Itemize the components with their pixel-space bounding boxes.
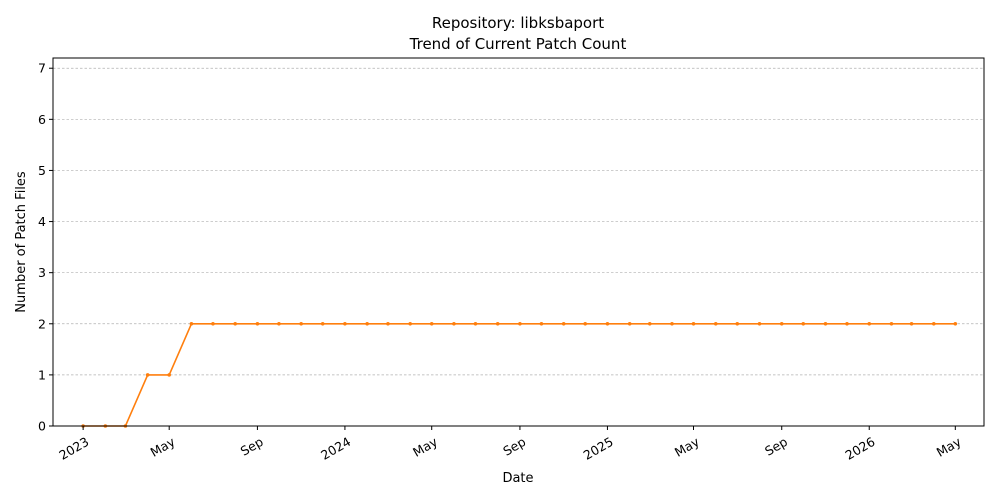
data-point [561, 321, 566, 326]
data-point [647, 321, 652, 326]
data-point [452, 321, 456, 326]
y-gridlines [53, 67, 984, 427]
x-tick-label: 2025 [581, 434, 616, 463]
data-point [953, 321, 958, 326]
data-point [145, 373, 150, 377]
data-point [779, 321, 784, 326]
x-tick-label: Sep [500, 434, 528, 459]
x-tick-label: May [934, 434, 964, 460]
y-tick-label: 6 [38, 112, 46, 127]
data-point [713, 321, 718, 326]
data-point [845, 321, 849, 326]
data-point [931, 321, 936, 326]
data-point [889, 321, 894, 326]
data-point [627, 321, 632, 326]
data-point [909, 321, 914, 326]
data-point [211, 321, 215, 326]
data-point [539, 321, 544, 326]
y-tick-label: 1 [38, 367, 46, 382]
x-tick-label: 2023 [56, 434, 91, 463]
data-point [670, 321, 674, 326]
x-tick-label: 2024 [318, 434, 353, 463]
data-point [408, 321, 412, 326]
x-tick-label: 2026 [842, 434, 877, 463]
y-tick-label: 3 [38, 265, 46, 280]
data-point [255, 321, 260, 326]
data-point [299, 321, 303, 326]
data-point [691, 321, 696, 326]
y-tick-label: 4 [38, 214, 46, 229]
y-axis-label: Number of Patch Files [14, 171, 29, 313]
data-point [735, 321, 740, 326]
data-point [583, 321, 588, 326]
x-axis-label: Date [502, 471, 533, 486]
data-point [386, 321, 390, 326]
data-point [518, 321, 522, 326]
data-point [277, 321, 281, 326]
data-point [801, 321, 806, 326]
x-axis-ticks: 2023 May Sep 2024 May Sep 2025 May Sep 2026 May [56, 426, 964, 463]
x-tick-label: May [148, 434, 178, 460]
chart-title: Repository: libksbaport [432, 14, 604, 32]
data-point [867, 321, 872, 326]
x-tick-label: Sep [762, 434, 790, 459]
data-point [189, 321, 194, 326]
data-point [343, 321, 347, 326]
x-tick-label: May [672, 434, 702, 460]
data-point [429, 321, 434, 326]
y-tick-label: 7 [38, 61, 46, 76]
data-point [167, 373, 171, 377]
y-tick-label: 2 [38, 316, 46, 331]
data-point [605, 321, 610, 326]
plot-area-frame [52, 57, 985, 427]
data-point [473, 321, 478, 326]
data-point [233, 321, 237, 326]
chart-subtitle: Trend of Current Patch Count [409, 35, 627, 53]
y-tick-label: 0 [38, 419, 46, 434]
data-point [823, 321, 828, 326]
data-point [365, 321, 369, 326]
data-point [320, 321, 325, 326]
y-tick-label: 5 [38, 163, 46, 178]
x-tick-label: Sep [238, 434, 266, 459]
x-tick-label: May [410, 434, 440, 460]
data-point [757, 321, 762, 326]
y-axis-ticks: 0 1 2 3 4 5 6 7 [38, 61, 53, 434]
data-point [495, 321, 500, 326]
